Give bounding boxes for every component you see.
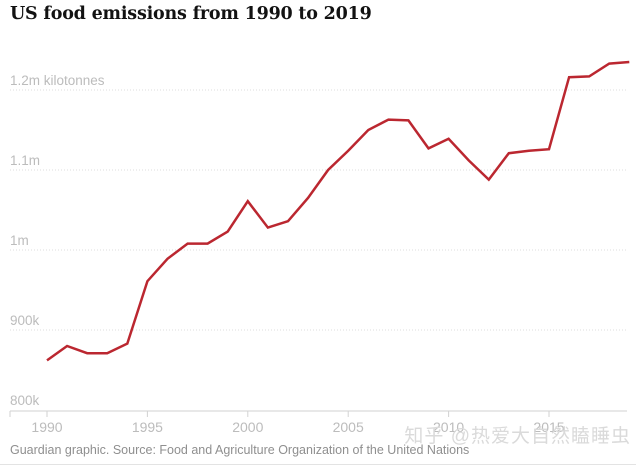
x-tick-label: 2000 xyxy=(232,419,264,435)
y-tick-label: 1.1m xyxy=(10,153,41,168)
x-tick-label: 2010 xyxy=(433,419,465,435)
x-tick-label: 1995 xyxy=(131,419,163,435)
chart-title: US food emissions from 1990 to 2019 xyxy=(10,4,372,24)
bottom-divider xyxy=(0,464,636,465)
y-tick-label: 900k xyxy=(10,313,40,328)
x-tick-label: 1990 xyxy=(31,419,63,435)
x-tick-label: 2005 xyxy=(332,419,364,435)
x-tick-label: 2015 xyxy=(533,419,565,435)
y-tick-label: 800k xyxy=(10,393,40,408)
emissions-series-line xyxy=(46,60,630,362)
watermark: 知乎 @热爱大自然瞌睡虫 xyxy=(404,426,631,447)
y-tick-label: 1m xyxy=(10,233,29,248)
y-tick-label: 1.2m kilotonnes xyxy=(10,73,105,88)
source-note: Guardian graphic. Source: Food and Agric… xyxy=(10,443,470,457)
